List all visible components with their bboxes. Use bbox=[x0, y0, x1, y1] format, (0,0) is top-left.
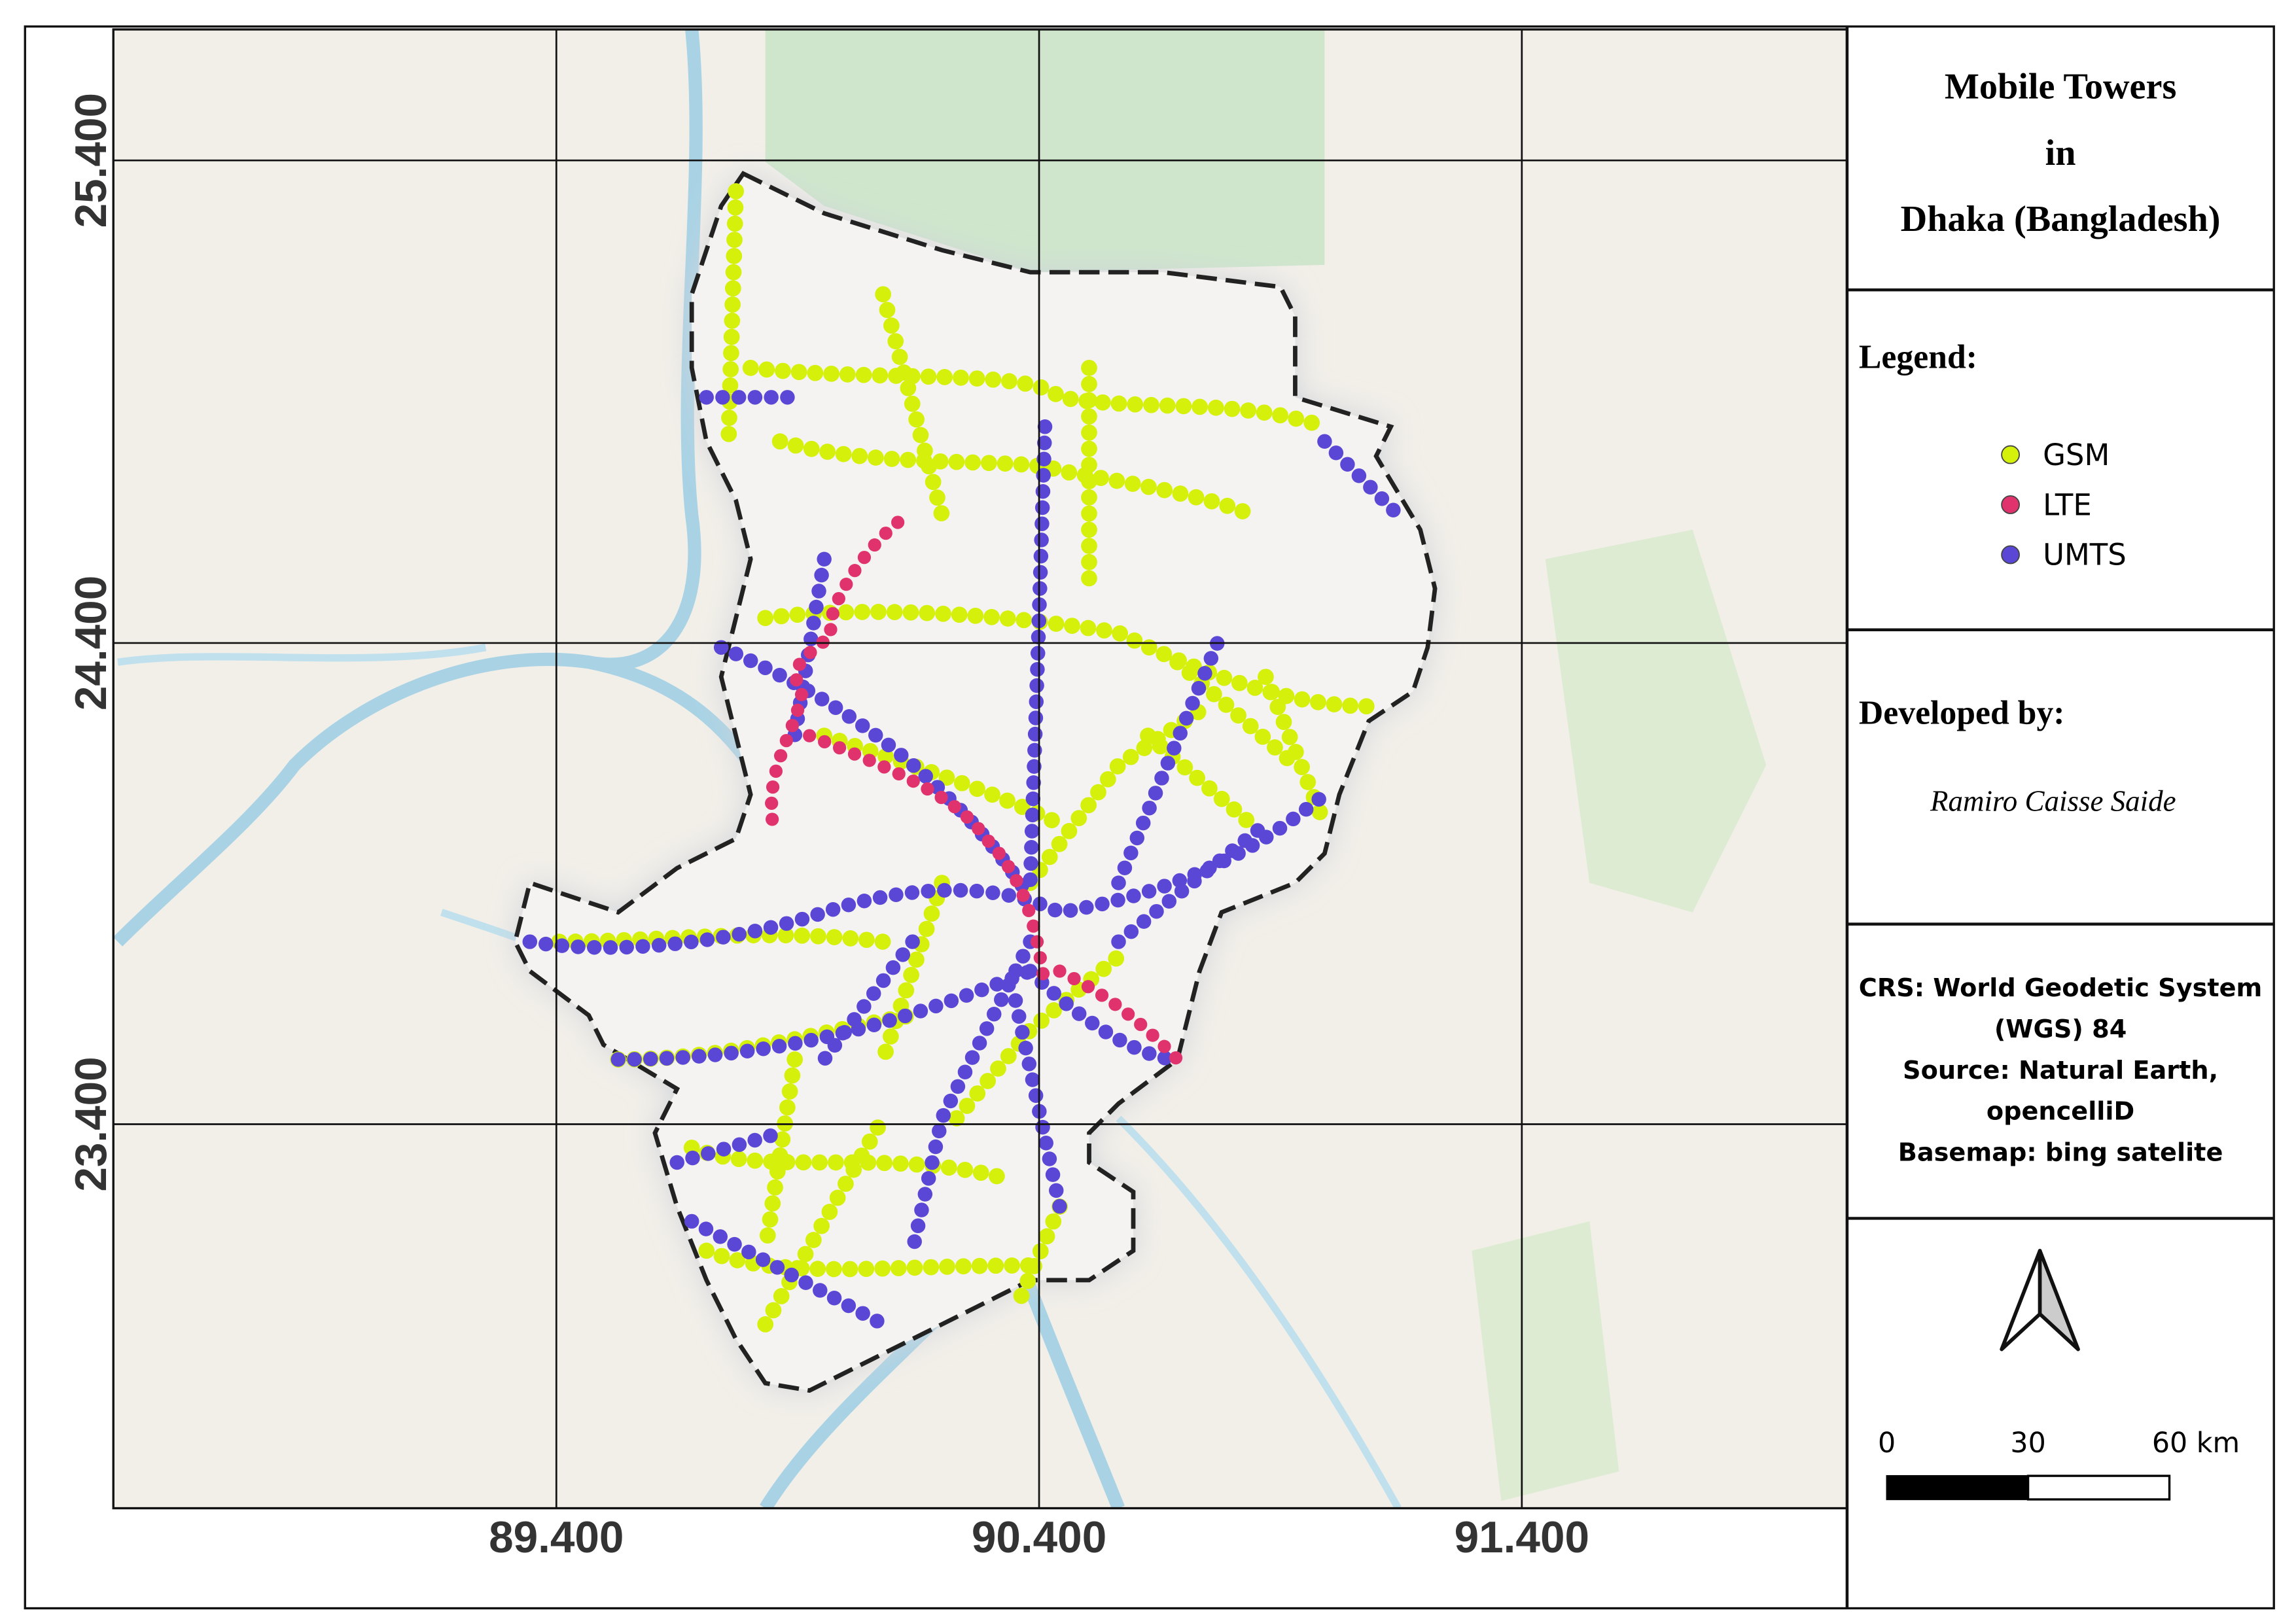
scale-label: 60 km bbox=[2152, 1427, 2240, 1459]
forest-area bbox=[765, 29, 1325, 273]
legend-swatch bbox=[2001, 545, 2020, 565]
legend-swatch bbox=[2001, 445, 2020, 464]
y-grid-label: 24.400 bbox=[67, 576, 116, 710]
side-panel bbox=[1845, 26, 2274, 1609]
info-line: (WGS) 84 bbox=[1994, 1015, 2127, 1044]
author: Ramiro Caisse Saide bbox=[1930, 784, 2176, 817]
info-line: opencelliD bbox=[1987, 1098, 2134, 1126]
graticule bbox=[113, 29, 1847, 1509]
scale-segment bbox=[2026, 1475, 2171, 1501]
x-grid-label: 90.400 bbox=[972, 1513, 1106, 1562]
title-line: Dhaka (Bangladesh) bbox=[1901, 199, 2221, 239]
info-block: CRS: World Geodetic System (WGS) 84 Source… bbox=[1859, 974, 2263, 1168]
legend: GSM LTE UMTS bbox=[2001, 438, 2127, 572]
scale-bar: 0 30 60 km bbox=[1878, 1427, 2240, 1501]
info-line: CRS: World Geodetic System bbox=[1859, 974, 2263, 1003]
info-line: Source: Natural Earth, bbox=[1903, 1056, 2218, 1085]
x-grid-label: 91.400 bbox=[1455, 1513, 1589, 1562]
y-grid-label: 25.400 bbox=[67, 93, 116, 228]
scale-segment bbox=[1886, 1475, 2029, 1501]
page-border bbox=[24, 25, 2275, 1610]
y-grid-label: 23.400 bbox=[67, 1056, 116, 1191]
scale-label: 0 bbox=[1878, 1427, 1896, 1459]
legend-label: GSM bbox=[2043, 438, 2110, 472]
legend-swatch bbox=[2001, 495, 2020, 514]
info-line: Basemap: bing satelite bbox=[1898, 1139, 2223, 1168]
legend-title: Legend: bbox=[1859, 338, 1977, 375]
title-line: Mobile Towers bbox=[1945, 67, 2176, 107]
developed-heading: Developed by: bbox=[1859, 695, 2065, 732]
north-arrow bbox=[2000, 1249, 2080, 1352]
north-arrow-right bbox=[2038, 1249, 2080, 1352]
scale-label: 30 bbox=[2010, 1427, 2045, 1459]
title-line: in bbox=[2045, 133, 2076, 173]
map-frame bbox=[113, 29, 1847, 1509]
x-grid-label: 89.400 bbox=[489, 1513, 624, 1562]
tower-points bbox=[522, 183, 1406, 1333]
forest-area bbox=[1472, 529, 1767, 1501]
legend-label: LTE bbox=[2043, 487, 2092, 522]
legend-label: UMTS bbox=[2043, 538, 2127, 572]
